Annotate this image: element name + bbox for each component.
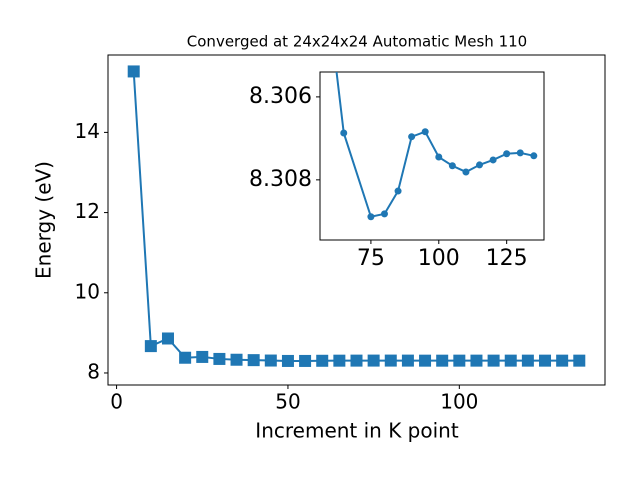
data-point [196,350,209,363]
y-tick-label: 12 [75,199,100,223]
x-tick-label: 75 [357,246,385,271]
plot-area [327,15,538,221]
y-tick-label: 8.308 [249,167,312,192]
data-point [504,354,517,367]
data-point [340,129,348,137]
data-point [487,354,500,367]
data-point [530,152,538,160]
data-point [470,354,483,367]
y-axis-label: Energy (eV) [32,161,56,279]
data-point [476,161,484,169]
data-point [503,150,511,158]
data-point [489,156,497,164]
data-point [316,354,329,367]
data-point [367,213,375,221]
data-point [247,354,260,367]
x-tick-label: 100 [440,390,478,414]
data-point [281,354,294,367]
plot-frame [319,71,545,241]
data-point [436,354,449,367]
data-point [462,168,470,176]
data-point [448,162,456,170]
data-point [539,354,552,367]
data-point [408,133,416,141]
x-tick-label: 125 [486,246,528,271]
y-tick-label: 8 [87,359,100,383]
data-point [421,128,429,136]
x-axis-label: Increment in K point [255,419,459,443]
data-point [435,153,443,161]
data-point [350,354,363,367]
data-point [299,354,312,367]
data-point [453,354,466,367]
y-tick-label: 8.306 [249,84,312,109]
plot-area [127,65,586,367]
data-point [213,352,226,365]
x-tick-label: 0 [110,390,123,414]
data-point [573,354,586,367]
data-point [333,354,346,367]
data-point [401,354,414,367]
data-point [516,149,524,157]
data-point [230,353,243,366]
y-tick-label: 10 [75,279,100,303]
data-point [161,332,174,345]
data-point [394,187,402,195]
data-point [144,340,157,353]
data-point [127,65,140,78]
data-point [521,354,534,367]
y-tick-label: 14 [75,119,100,143]
chart-title: Converged at 24x24x24 Automatic Mesh 110 [187,33,527,51]
data-point [384,354,397,367]
data-point [419,354,432,367]
data-point [327,15,334,22]
data-point [264,354,277,367]
x-tick-label: 100 [418,246,460,271]
data-point [556,354,569,367]
data-point [367,354,380,367]
data-point [179,351,192,364]
data-point [380,210,388,218]
x-tick-label: 50 [275,390,300,414]
